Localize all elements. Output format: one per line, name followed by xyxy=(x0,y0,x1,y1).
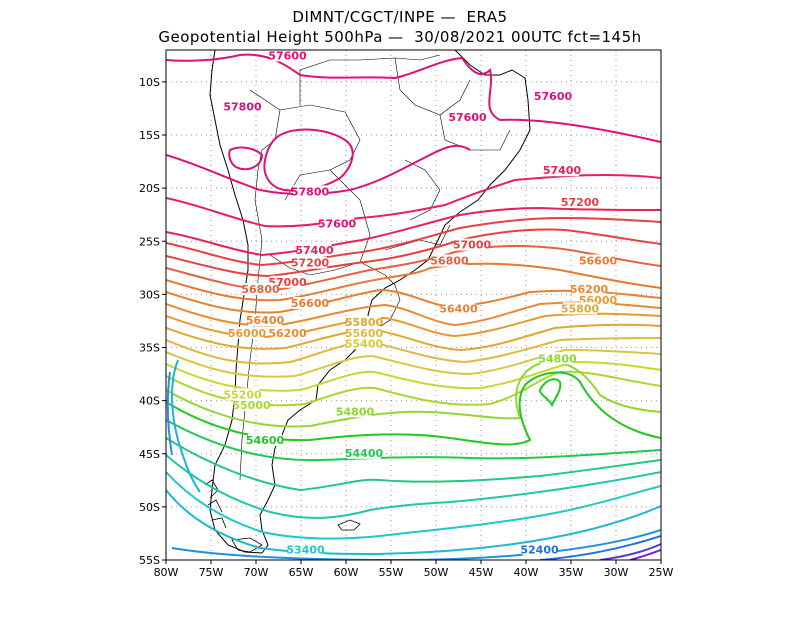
contour-label-bg xyxy=(563,302,597,315)
contour-label-bg xyxy=(338,405,372,418)
lon-tick-label: 30W xyxy=(604,566,629,579)
contour-label: 56800 xyxy=(430,255,469,268)
contour-label-bg xyxy=(248,434,282,447)
lon-tick-label: 70W xyxy=(244,566,269,579)
contour-label-bg xyxy=(450,111,485,124)
contour-label: 55600 xyxy=(345,327,384,340)
contour-label: 57400 xyxy=(295,244,334,257)
contour-label-bg xyxy=(297,243,332,256)
contour-label: 53400 xyxy=(286,544,325,557)
lon-tick-label: 75W xyxy=(199,566,224,579)
lat-tick-label: 45S xyxy=(139,448,160,461)
contour-label: 57600 xyxy=(448,111,487,124)
contour-label-bg xyxy=(243,283,278,296)
contour-label-bg xyxy=(293,297,327,309)
contour-label: 55200 xyxy=(223,388,262,401)
plot-frame xyxy=(165,49,662,561)
contour-label-bg xyxy=(288,543,323,556)
lon-tick-label: 25W xyxy=(649,566,674,579)
contour-label: 54600 xyxy=(246,434,285,447)
contour-label: 57000 xyxy=(268,276,307,289)
contour-label: 56200 xyxy=(268,327,307,340)
title-line-2: Geopotential Height 500hPa — 30/08/2021 … xyxy=(158,28,642,46)
contour-label: 54800 xyxy=(336,405,375,418)
contour-label: 55800 xyxy=(345,316,384,329)
contour-label-bg xyxy=(225,388,260,401)
contour-label-bg xyxy=(441,302,476,315)
contour-label: 56600 xyxy=(291,297,330,310)
contour-label: 55000 xyxy=(232,399,271,412)
contour-label-bg xyxy=(293,256,327,269)
contour-label-bg xyxy=(563,196,597,209)
title-line-1: DIMNT/CGCT/INPE — ERA5 xyxy=(292,8,508,26)
contour-label: 56800 xyxy=(241,283,280,296)
contour-label: 57400 xyxy=(543,164,582,177)
contour-label-bg xyxy=(234,399,269,411)
contour-label: 56400 xyxy=(439,302,478,315)
contour-label: 55400 xyxy=(345,337,384,350)
contour-label: 54800 xyxy=(538,352,577,365)
lat-tick-label: 10S xyxy=(139,76,160,89)
contour-label: 56400 xyxy=(246,314,285,327)
lon-tick-label: 60W xyxy=(334,566,359,579)
contour-label: 56600 xyxy=(579,255,618,268)
contour-label-bg xyxy=(347,446,381,459)
contour-label-bg xyxy=(347,326,381,339)
contour-label: 57600 xyxy=(268,49,307,62)
contour-label-bg xyxy=(540,352,575,365)
lat-tick-label: 30S xyxy=(139,288,160,301)
lon-tick-label: 35W xyxy=(559,566,584,579)
contour-label-bg xyxy=(320,217,354,230)
lon-tick-label: 55W xyxy=(379,566,404,579)
contour-label: 56200 xyxy=(570,283,609,296)
lon-tick-label: 65W xyxy=(289,566,314,579)
contour-label: 57800 xyxy=(223,100,262,113)
lat-tick-label: 55S xyxy=(139,554,160,567)
contour-label: 57600 xyxy=(534,90,573,103)
contour-label-bg xyxy=(572,283,606,296)
contour-label: 52400 xyxy=(520,544,559,557)
geopotential-contours xyxy=(166,53,661,560)
contour-label-bg xyxy=(347,316,381,329)
contour-label: 55800 xyxy=(561,302,600,315)
contour-label-bg xyxy=(432,254,467,267)
contour-label: 57000 xyxy=(453,239,492,252)
lat-tick-label: 50S xyxy=(139,501,160,514)
contour-label-bg xyxy=(270,50,305,62)
contour-label-bg xyxy=(230,326,264,339)
contour-label-bg xyxy=(293,185,327,198)
contour-labels: 57600 57600 57800 57600 57400 57800 57200 57600… xyxy=(223,49,618,557)
contour-label-bg xyxy=(536,89,570,102)
contour-label: 56000 xyxy=(228,327,267,340)
contour-label-bg xyxy=(248,314,282,326)
contour-label: 54400 xyxy=(345,447,384,460)
contour-label: 57600 xyxy=(318,217,357,230)
contour-label-bg xyxy=(545,164,579,177)
lat-tick-label: 40S xyxy=(139,395,160,408)
contour-label: 57200 xyxy=(561,196,600,209)
contour-label-bg xyxy=(225,100,260,113)
lat-tick-label: 20S xyxy=(139,182,160,195)
contour-label: 57800 xyxy=(291,185,330,198)
contour-label-bg xyxy=(455,238,489,251)
lon-tick-label: 45W xyxy=(469,566,494,579)
lon-tick-label: 50W xyxy=(424,566,449,579)
lon-tick-label: 80W xyxy=(154,566,179,579)
contour-label-bg xyxy=(522,543,557,556)
contour-label: 57200 xyxy=(291,257,330,270)
lat-tick-label: 15S xyxy=(139,129,160,142)
contour-label-bg xyxy=(581,254,615,267)
contour-label-bg xyxy=(347,337,381,350)
lat-tick-label: 25S xyxy=(139,235,160,248)
lon-tick-label: 40W xyxy=(514,566,539,579)
contour-label-bg xyxy=(270,326,305,339)
contour-label-bg xyxy=(270,275,305,288)
lat-tick-label: 35S xyxy=(139,342,160,355)
